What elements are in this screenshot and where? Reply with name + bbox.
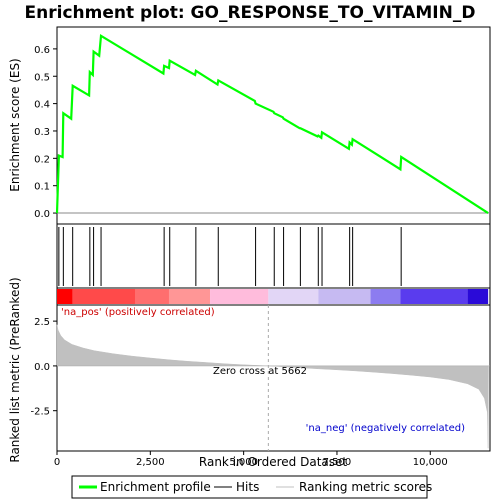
colorbar-segment: [268, 289, 319, 304]
colorbar-segment: [210, 289, 269, 304]
colorbar-segment: [318, 289, 371, 304]
es-ytick-label: 0.1: [34, 182, 50, 193]
colorbar-segment: [57, 289, 73, 304]
rank-axis-label: Rank in Ordered Dataset: [199, 455, 347, 469]
colorbar-segment: [135, 289, 169, 304]
metric-panel-frame: [56, 304, 491, 452]
chart-title: Enrichment plot: GO_RESPONSE_TO_VITAMIN_…: [25, 3, 476, 23]
es-panel-frame: [56, 26, 491, 225]
colorbar-segment: [72, 289, 136, 304]
es-ytick-label: 0.3: [34, 127, 50, 138]
es-axis-label: Enrichment score (ES): [8, 58, 22, 191]
legend-box: [71, 475, 428, 499]
es-ytick-label: 0.4: [34, 100, 50, 111]
colorbar-layer: [57, 289, 489, 304]
legend-hits-label: Hits: [236, 480, 259, 494]
zero-cross-label: Zero cross at 5662: [213, 366, 307, 377]
rank-xtick-label: 2,500: [136, 457, 165, 468]
es-ytick-label: 0.5: [34, 72, 50, 83]
metric-ytick-label: 0.0: [34, 362, 50, 373]
colorbar-segment: [168, 289, 211, 304]
colorbar-segment: [467, 289, 489, 304]
metric-ytick-label: 2.5: [34, 317, 50, 328]
metric-layer: -2.5 0.0 2.5 0 2,500 5,000 7,500 10,000: [30, 305, 490, 468]
rank-xtick-label: 7,500: [323, 457, 352, 468]
metric-axis-label: Ranked list metric (PreRanked): [8, 277, 22, 462]
metric-ytick-label: -2.5: [30, 407, 50, 418]
colorbar-segment: [400, 289, 468, 304]
neg-correlated-label: 'na_neg' (negatively correlated): [306, 423, 465, 434]
rank-xtick-label: 5,000: [229, 457, 258, 468]
colorbar-segment: [370, 289, 401, 304]
rank-xtick-label: 0: [54, 457, 60, 468]
legend-metric-label: Ranking metric scores: [299, 480, 432, 494]
ranking-metric-area: [56, 324, 489, 449]
rank-xtick-label: 10,000: [413, 457, 448, 468]
hits-layer: [58, 227, 402, 286]
pos-correlated-label: 'na_pos' (positively correlated): [61, 307, 215, 318]
es-layer: 0.0 0.1 0.2 0.3 0.4 0.5 0.6: [34, 33, 490, 220]
es-ytick-label: 0.2: [34, 154, 50, 165]
es-ytick-label: 0.6: [34, 45, 50, 56]
legend-enrichment-label: Enrichment profile: [100, 480, 211, 494]
es-ytick-label: 0.0: [34, 209, 50, 220]
enrichment-profile-line: [55, 33, 489, 215]
hits-panel-frame: [56, 223, 491, 289]
